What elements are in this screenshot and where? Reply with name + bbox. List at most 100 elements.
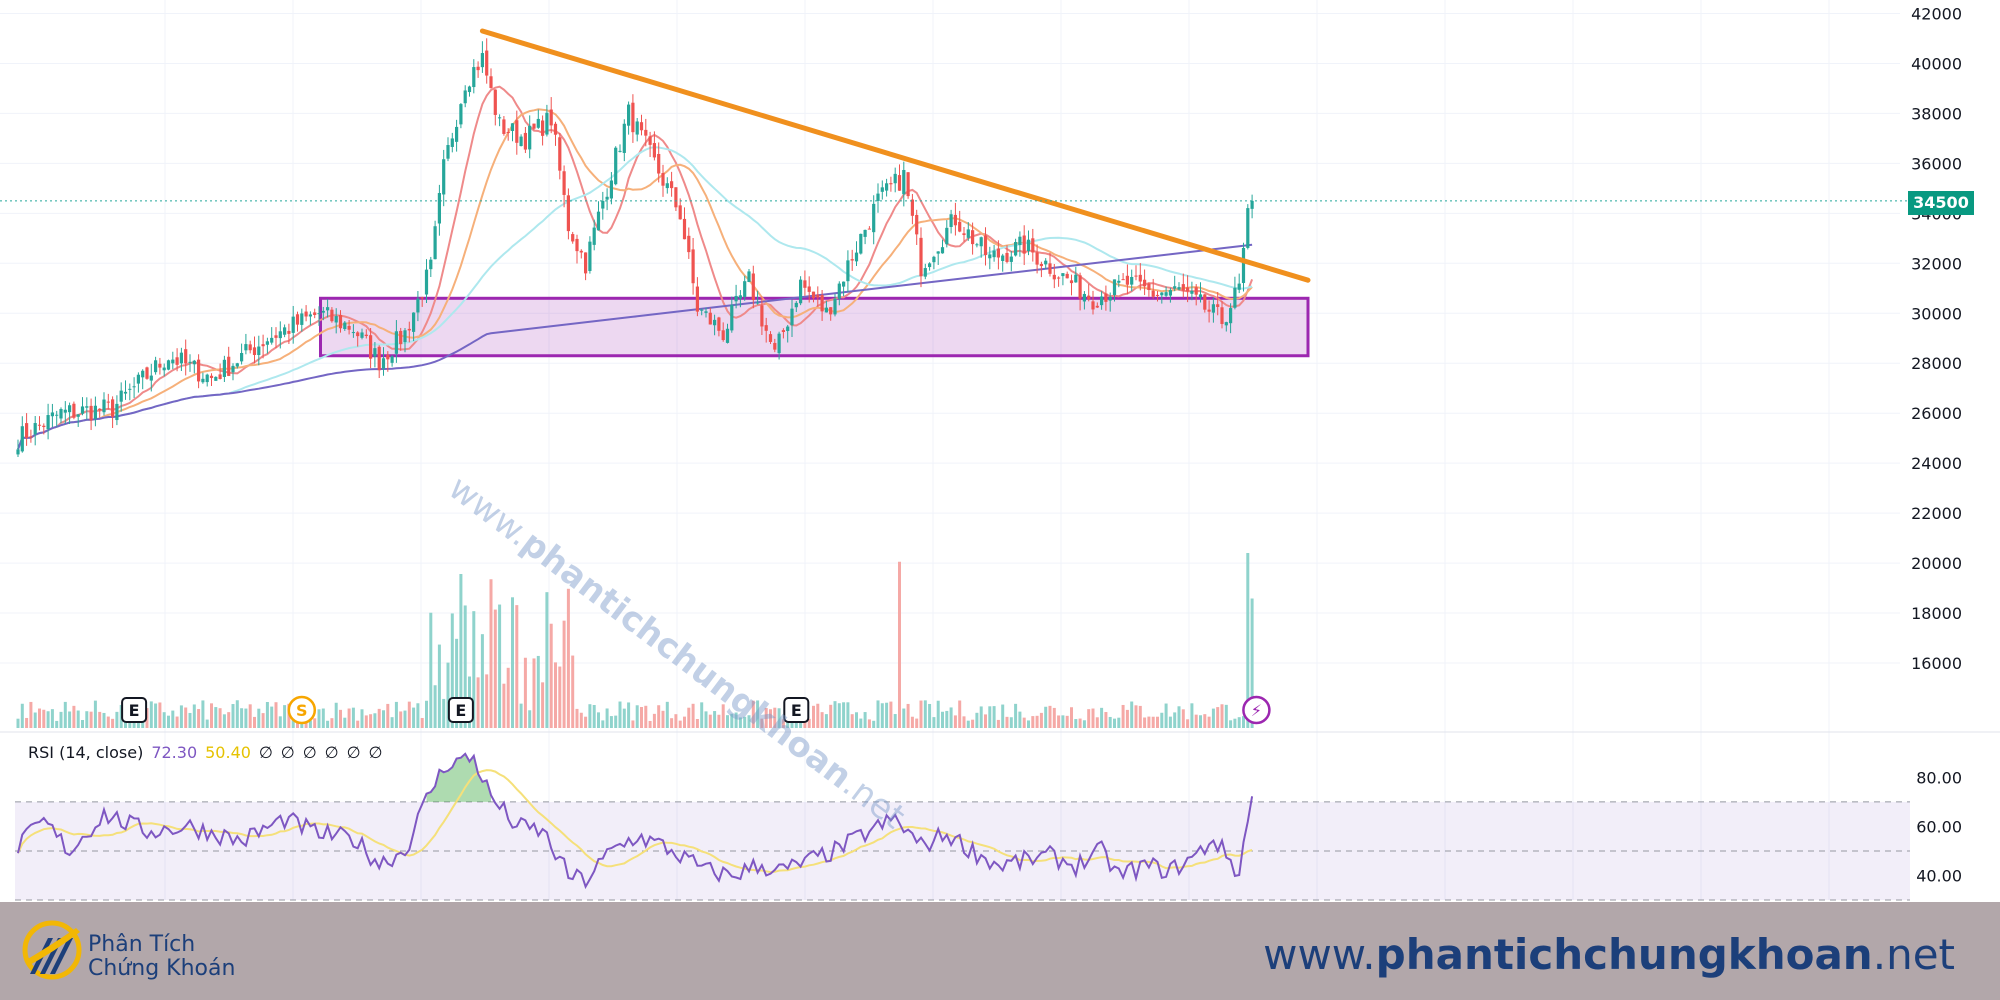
volume-bar xyxy=(1229,720,1233,728)
candle xyxy=(381,347,386,376)
candle-body xyxy=(68,405,72,413)
candle-body xyxy=(455,126,459,142)
candle-body xyxy=(1160,292,1164,296)
volume-bar xyxy=(657,705,661,728)
event-marker-label: S xyxy=(296,701,308,720)
candle-body xyxy=(59,409,63,419)
volume-bar xyxy=(554,662,557,728)
candle-body xyxy=(467,86,472,93)
candle xyxy=(799,276,803,306)
candle-body xyxy=(420,297,424,299)
candle xyxy=(498,114,502,127)
candle-body xyxy=(596,211,601,231)
candle-body xyxy=(291,316,295,333)
candle-body xyxy=(136,374,140,384)
volume-bar xyxy=(446,662,450,728)
rsi-legend-item: 50.40 xyxy=(205,743,251,762)
candle xyxy=(575,234,579,264)
volume-bar xyxy=(1138,705,1142,728)
candle-body xyxy=(450,138,454,147)
candle-body xyxy=(166,360,171,370)
volume-bar xyxy=(201,700,205,728)
volume-bar xyxy=(575,708,579,728)
candle xyxy=(919,227,923,288)
candle-body xyxy=(588,241,592,271)
volume-bar xyxy=(562,620,566,728)
candle xyxy=(872,195,876,245)
volume-bar xyxy=(1186,719,1190,728)
candle xyxy=(553,121,558,146)
candle xyxy=(803,270,807,296)
candle-body xyxy=(1104,293,1108,302)
candle xyxy=(682,207,687,240)
candle xyxy=(59,407,63,424)
candle xyxy=(433,220,437,260)
candle-body xyxy=(910,199,914,216)
volume-bar xyxy=(609,716,613,728)
candle-body xyxy=(854,252,859,262)
earnings-marker-box xyxy=(783,697,810,723)
candle xyxy=(665,177,669,194)
rsi-legend-item: 72.30 xyxy=(151,743,197,762)
volume-bar xyxy=(678,720,682,728)
candle-body xyxy=(1186,287,1190,292)
volume-bar xyxy=(63,701,67,728)
candle xyxy=(446,137,450,162)
candle xyxy=(437,184,441,236)
candle-body xyxy=(1138,274,1142,282)
candle-body xyxy=(915,214,919,235)
volume-bar xyxy=(824,714,828,728)
volume-bar xyxy=(541,682,545,728)
candle-body xyxy=(945,227,949,245)
candle-body xyxy=(356,332,360,337)
candle-body xyxy=(760,305,764,327)
candle-body xyxy=(261,344,265,347)
volume-bar xyxy=(532,658,536,728)
site-url[interactable]: www.phantichchungkhoan.net xyxy=(1263,930,1955,979)
candle xyxy=(257,335,261,366)
candle xyxy=(1224,321,1228,332)
volume-bar xyxy=(313,718,317,728)
volume-bar xyxy=(25,717,29,728)
candle xyxy=(265,337,269,354)
candle xyxy=(115,395,119,426)
candle xyxy=(343,320,347,331)
volume-bar xyxy=(545,592,549,728)
candle-body xyxy=(850,259,854,261)
candle xyxy=(111,396,115,428)
candle-body xyxy=(639,122,644,131)
candle xyxy=(631,94,635,143)
candle-body xyxy=(923,268,927,277)
volume-bar xyxy=(704,711,708,728)
candle xyxy=(528,115,532,159)
candle-body xyxy=(1241,247,1246,283)
candle xyxy=(747,268,751,283)
logo-text-line2: Chứng Khoán xyxy=(88,956,236,981)
candle-body xyxy=(437,193,441,224)
candle-body xyxy=(515,120,519,143)
candle xyxy=(545,104,549,137)
candle xyxy=(863,229,867,245)
volume-bar xyxy=(50,709,54,728)
candle-body xyxy=(50,412,54,417)
volume-bar xyxy=(1091,708,1095,728)
volume-bar xyxy=(584,716,588,728)
candle-body xyxy=(179,352,183,364)
volume-bar xyxy=(89,711,93,728)
candle-body xyxy=(1044,260,1048,265)
candle-body xyxy=(571,234,575,242)
volume-bar xyxy=(953,715,957,728)
price-tick-label: 16000 xyxy=(1911,654,1962,673)
volume-bar xyxy=(932,717,936,728)
candle xyxy=(992,244,996,262)
candle xyxy=(50,403,54,428)
rsi-overbought-fill xyxy=(426,753,491,802)
volume-bar xyxy=(106,716,110,728)
volume-bar xyxy=(872,720,876,728)
volume-bar xyxy=(1027,720,1030,728)
candle-body xyxy=(154,360,158,373)
candle xyxy=(562,165,566,208)
volume-bar xyxy=(93,700,97,728)
candle-body xyxy=(1121,279,1125,281)
